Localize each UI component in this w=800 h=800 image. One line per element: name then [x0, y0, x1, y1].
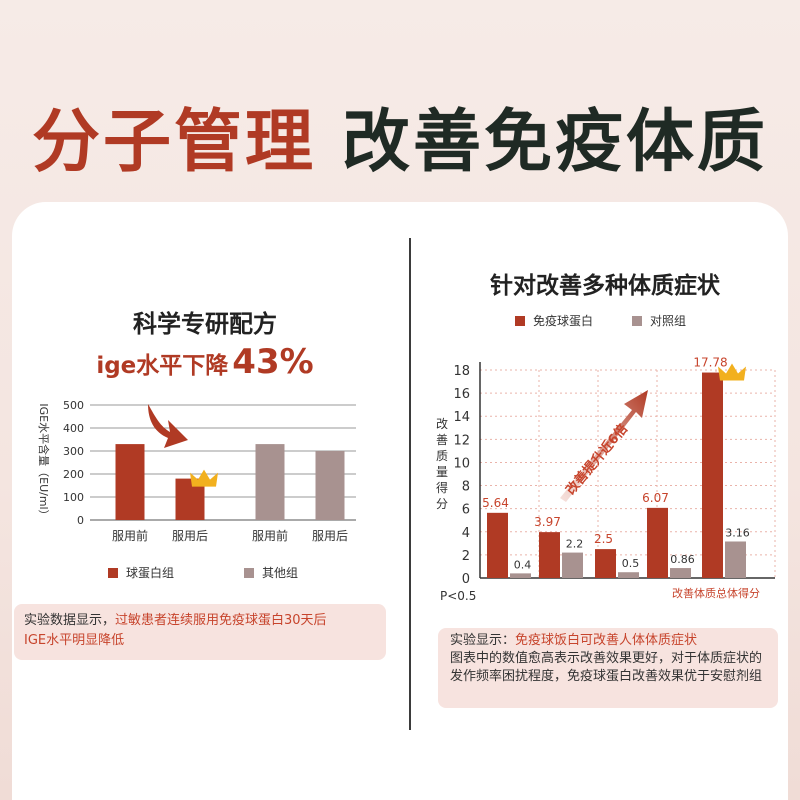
right-y-tick-label: 14: [453, 410, 470, 425]
right-bar-label-series2: 0.4: [514, 558, 532, 571]
left-y-tick-label: 100: [63, 491, 84, 504]
crown-icon: [718, 363, 746, 381]
right-bar-series2: [618, 572, 639, 578]
right-y-tick-label: 18: [453, 364, 470, 379]
panel-divider: [409, 238, 411, 730]
headline-part1: 分子管理: [31, 103, 316, 182]
left-legend-label: 其他组: [262, 566, 298, 580]
right-bar-series2: [670, 568, 691, 578]
right-y-tick-label: 10: [453, 456, 470, 471]
left-bar: [255, 444, 285, 520]
left-legend-swatch: [108, 568, 118, 578]
right-bar-series1: [702, 372, 723, 578]
left-x-tick-label: 服用后: [172, 529, 208, 543]
right-bar-series2: [725, 541, 746, 578]
right-x-axis-label: 改善体质总体得分: [672, 586, 760, 600]
left-legend-swatch: [244, 568, 254, 578]
right-note-label: 实验显示：: [450, 633, 516, 648]
crown-icon: [190, 469, 218, 487]
right-y-axis-label-char: 改: [436, 417, 448, 431]
right-y-tick-label: 12: [453, 433, 470, 448]
right-y-tick-label: 16: [453, 387, 470, 402]
right-y-axis-label-char: 善: [436, 432, 448, 447]
right-note-rest: 图表中的数值愈高表示改善效果更好，对于体质症状的发作频率困扰程度，免疫球蛋白改善…: [450, 651, 763, 684]
right-legend-label: 免疫球蛋白: [533, 313, 593, 328]
headline-part2: 改善免疫体质: [342, 103, 769, 182]
left-y-axis-label: IGE水平含量（EU/ml）: [37, 403, 51, 520]
right-bar-series1: [647, 507, 668, 578]
left-note-label: 实验数据显示，: [24, 613, 116, 628]
right-y-axis-label-char: 分: [436, 497, 448, 511]
left-y-tick-label: 200: [63, 468, 84, 481]
left-bar: [315, 451, 345, 520]
right-y-tick-label: 8: [462, 480, 470, 495]
left-panel-title: 科学专研配方: [133, 310, 277, 338]
down-arrow-icon: [148, 404, 188, 448]
left-y-tick-label: 0: [77, 514, 84, 527]
left-x-tick-label: 服用前: [112, 528, 148, 543]
left-x-tick-label: 服用前: [252, 528, 288, 543]
left-y-tick-label: 500: [63, 399, 84, 412]
right-y-axis-label-char: 质: [436, 449, 448, 463]
right-bar-label-series1: 17.78: [693, 356, 727, 370]
right-bar-label-series1: 2.5: [594, 532, 613, 546]
left-note-rest: IGE水平明显降低: [24, 633, 125, 648]
right-bar-series1: [539, 532, 560, 578]
right-bar-label-series1: 6.07: [642, 491, 669, 505]
right-bar-series2: [510, 573, 531, 578]
right-bar-label-series2: 0.5: [622, 557, 640, 570]
headline: 分子管理 改善免疫体质: [0, 86, 800, 185]
left-subtitle-text: ige水平下降: [96, 353, 229, 379]
left-y-tick-label: 400: [63, 422, 84, 435]
right-legend-swatch: [632, 316, 642, 326]
right-legend-label: 对照组: [650, 314, 686, 328]
left-legend-label: 球蛋白组: [126, 565, 174, 580]
growth-arrow-icon: [560, 390, 648, 502]
growth-arrow-label: 改善提升近6倍: [563, 421, 631, 498]
right-y-tick-label: 0: [462, 572, 470, 587]
left-note-highlight: 过敏患者连续服用免疫球蛋白30天后: [115, 613, 327, 628]
left-bar: [115, 444, 145, 520]
right-bar-label-series2: 3.16: [725, 526, 750, 539]
left-panel-subtitle: ige水平下降 43%: [0, 342, 410, 382]
right-y-tick-label: 6: [462, 503, 470, 518]
right-legend-swatch: [515, 316, 525, 326]
left-subtitle-percent: 43%: [232, 342, 314, 382]
right-y-tick-label: 4: [462, 526, 470, 541]
right-bar-series1: [487, 512, 508, 578]
right-y-axis-label-char: 量: [436, 465, 448, 479]
left-x-tick-label: 服用后: [312, 529, 348, 543]
right-y-tick-label: 2: [462, 549, 470, 564]
right-note-highlight: 免疫球饭白可改善人体体质症状: [515, 633, 698, 648]
left-y-tick-label: 300: [63, 445, 84, 458]
right-bar-series2: [562, 552, 583, 578]
right-panel-title: 针对改善多种体质症状: [490, 273, 720, 299]
right-bar-label-series2: 2.2: [566, 538, 584, 551]
left-note: 实验数据显示，过敏患者连续服用免疫球蛋白30天后 IGE水平明显降低: [14, 604, 386, 660]
right-bar-label-series1: 5.64: [482, 496, 509, 510]
right-y-axis-label-char: 得: [436, 480, 448, 495]
right-bar-series1: [595, 549, 616, 578]
p-value-footnote: P<0.5: [440, 589, 476, 603]
right-note: 实验显示：免疫球饭白可改善人体体质症状 图表中的数值愈高表示改善效果更好，对于体…: [438, 628, 778, 708]
right-bar-label-series2: 0.86: [670, 553, 695, 566]
right-bar-label-series1: 3.97: [534, 515, 561, 529]
